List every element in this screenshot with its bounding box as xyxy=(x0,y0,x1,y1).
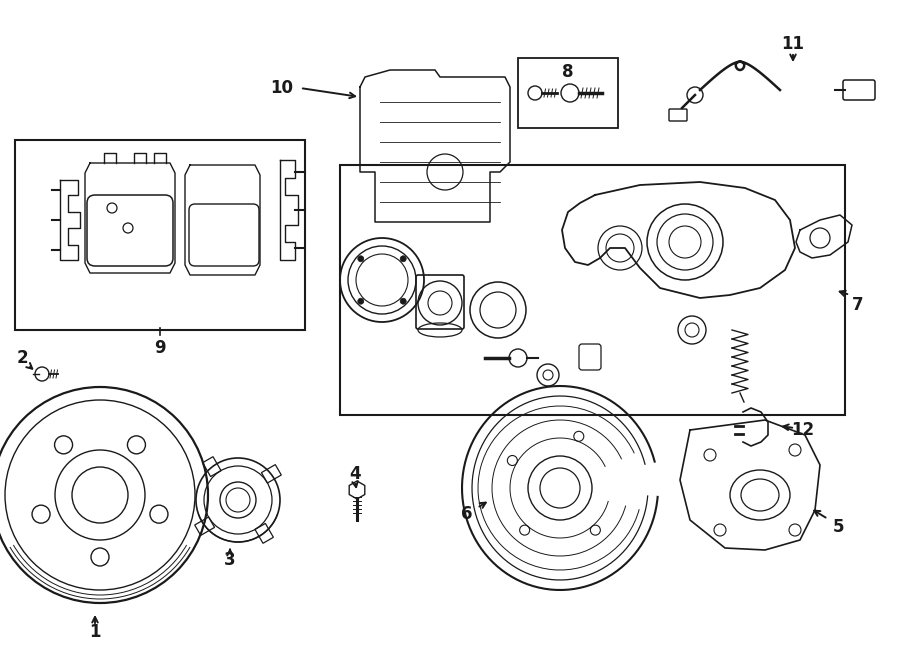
Bar xyxy=(15,140,305,330)
Text: 1: 1 xyxy=(89,623,101,641)
Circle shape xyxy=(358,256,364,262)
Text: 3: 3 xyxy=(224,551,236,569)
Text: 11: 11 xyxy=(781,35,805,53)
Bar xyxy=(518,58,618,128)
Text: 12: 12 xyxy=(791,421,814,439)
Bar xyxy=(340,165,845,415)
Circle shape xyxy=(358,298,364,304)
Text: 8: 8 xyxy=(562,63,574,81)
Text: 2: 2 xyxy=(16,349,28,367)
Text: 9: 9 xyxy=(154,339,166,357)
Text: 4: 4 xyxy=(349,465,361,483)
Circle shape xyxy=(400,256,406,262)
Text: 5: 5 xyxy=(832,518,844,536)
Text: 6: 6 xyxy=(461,505,472,523)
Circle shape xyxy=(400,298,406,304)
Text: 7: 7 xyxy=(852,296,864,314)
Text: 10: 10 xyxy=(271,79,293,97)
